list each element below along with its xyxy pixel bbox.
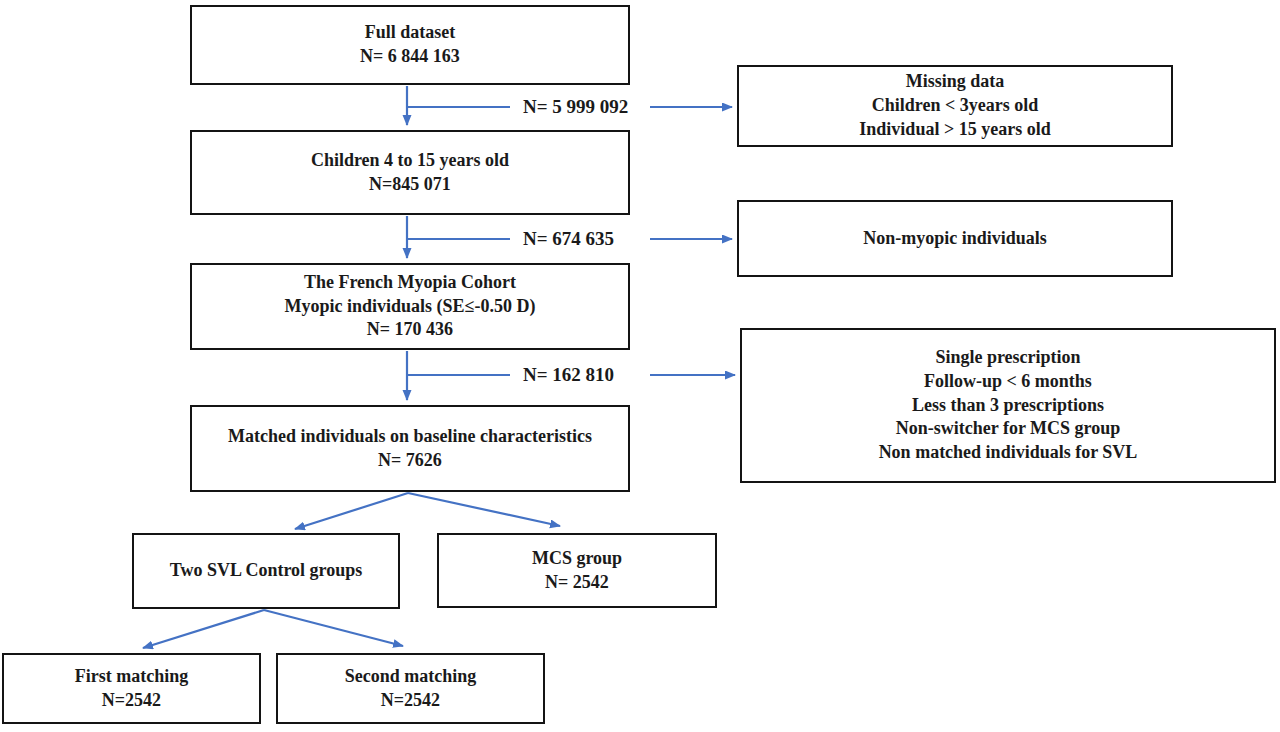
box-line: Children < 3years old [872,94,1038,118]
box-line: Second matching [345,665,477,689]
box-full-dataset: Full dataset N= 6 844 163 [190,5,630,85]
box-line: Children 4 to 15 years old [311,149,509,173]
box-first-matching: First matching N=2542 [2,653,261,724]
box-line: Matched individuals on baseline characte… [228,425,592,449]
box-line: N=2542 [381,689,440,713]
box-line: Non-switcher for MCS group [896,417,1121,441]
box-line: First matching [75,665,188,689]
box-line: N= 170 436 [367,318,453,342]
box-line: Individual > 15 years old [859,118,1050,142]
box-line: Non-myopic individuals [863,227,1047,251]
arrow-matched-to-mcs [408,493,560,526]
box-mcs-group: MCS group N= 2542 [437,533,717,608]
box-line: Two SVL Control groups [170,559,363,583]
box-line: Missing data [906,70,1005,94]
box-missing-data: Missing data Children < 3years old Indiv… [737,65,1173,147]
study-flow-diagram: Full dataset N= 6 844 163 Missing data C… [0,0,1280,732]
box-non-myopic: Non-myopic individuals [737,200,1173,277]
box-line: Less than 3 prescriptions [912,394,1104,418]
box-svl-control-groups: Two SVL Control groups [132,533,400,609]
box-exclusions: Single prescription Follow-up < 6 months… [740,328,1276,483]
box-line: N= 7626 [378,449,442,473]
box-line: The French Myopia Cohort [304,271,516,295]
box-line: N=845 071 [369,173,451,197]
box-line: N=2542 [102,689,161,713]
box-line: Single prescription [935,346,1080,370]
box-second-matching: Second matching N=2542 [276,653,545,724]
arrow-svl-to-first-matching [143,610,264,648]
box-children-4-15: Children 4 to 15 years old N=845 071 [190,130,630,215]
box-matched-individuals: Matched individuals on baseline characte… [190,405,630,492]
arrow-svl-to-second-matching [264,610,403,646]
flow-label-excluded-2: N= 674 635 [523,228,614,250]
box-line: Follow-up < 6 months [924,370,1092,394]
box-line: Full dataset [365,21,456,45]
arrow-matched-to-svl [295,493,408,529]
box-line: Non matched individuals for SVL [879,441,1138,465]
box-line: N= 6 844 163 [360,45,460,69]
box-french-myopia-cohort: The French Myopia Cohort Myopic individu… [190,263,630,350]
box-line: N= 2542 [545,571,609,595]
flow-label-excluded-1: N= 5 999 092 [523,96,628,118]
box-line: Myopic individuals (SE≤-0.50 D) [285,295,536,319]
flow-label-excluded-3: N= 162 810 [523,364,614,386]
box-line: MCS group [532,547,622,571]
